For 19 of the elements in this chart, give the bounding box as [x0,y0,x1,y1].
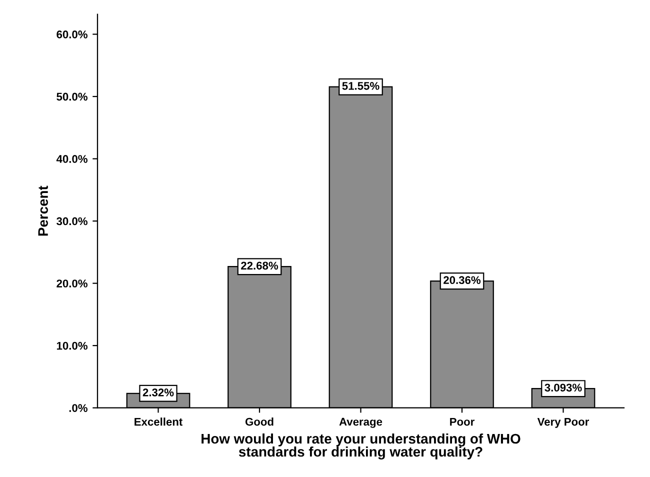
data-label: 3.093% [544,384,582,392]
y-tick-label: 60.0% [56,30,88,38]
x-tick-label: Good [245,418,274,426]
x-axis-title: How would you rate your understanding of WHO standards for drinking water quality? [202,433,520,460]
y-tick-label: 50.0% [56,92,88,101]
y-tick-label: 20.0% [56,280,88,288]
y-tick-label: .0% [69,404,88,412]
y-tick-label: 10.0% [56,342,88,350]
x-tick-label: Poor [450,418,474,426]
data-label: 2.32% [142,388,174,396]
y-tick-label: 30.0% [56,217,88,226]
x-tick-label: Average [339,418,382,428]
data-label: 22.68% [241,262,278,270]
data-label: 51.55% [342,82,380,90]
data-label: 20.36% [444,276,481,284]
x-tick-label: Very Poor [537,418,590,428]
x-tick-label: Excellent [134,418,183,426]
y-axis-title: Percent [38,186,48,236]
y-tick-label: 40.0% [56,155,88,163]
